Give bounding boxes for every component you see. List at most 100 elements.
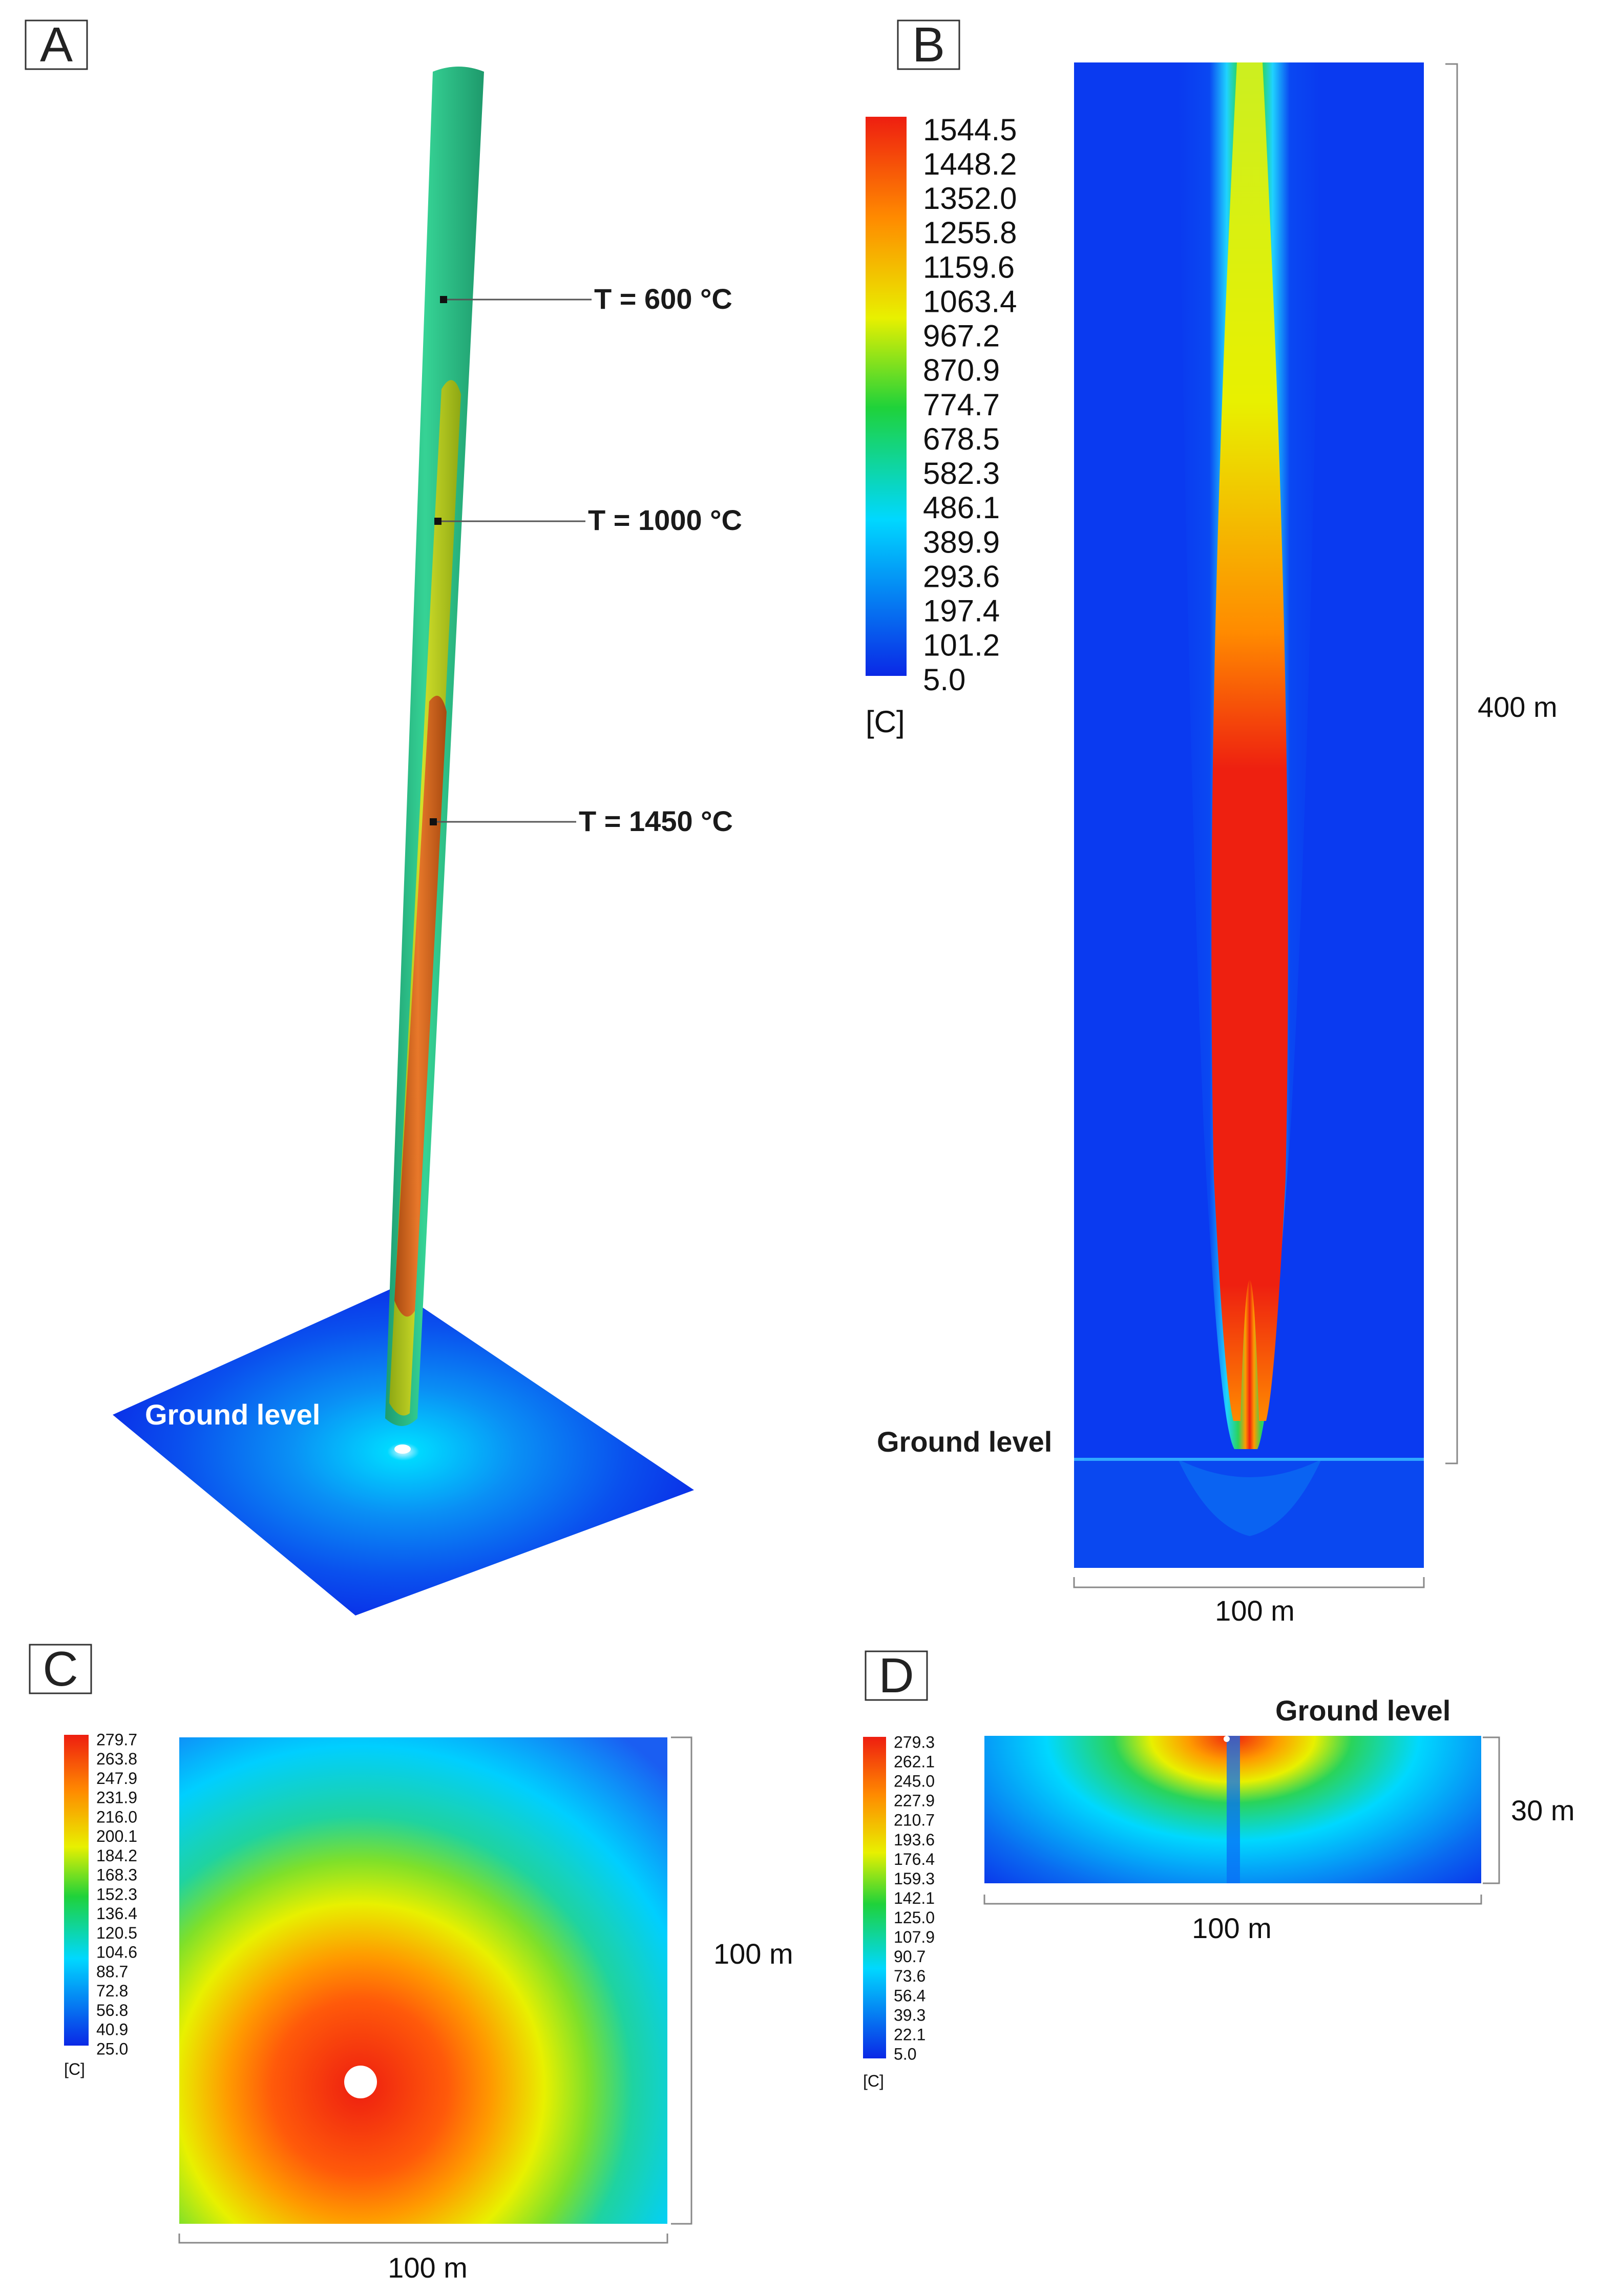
panel-c-map [179,1737,667,2224]
colorbar-tick-label: 582.3 [923,456,1000,491]
panel-a-isosurface-1450 [394,695,447,1317]
colorbar-tick-label: 774.7 [923,388,1000,422]
colorbar-tick-label: 152.3 [96,1885,137,1903]
colorbar-tick-label: 1255.8 [923,216,1017,250]
panel-b-width-bar [1073,1577,1425,1588]
panel-d-width-bar [983,1895,1482,1905]
panel-d-letter-box [865,1650,928,1701]
panel-d: D 279.3 262.1245.0227.9210.7193.6176.4159… [863,1648,1575,2090]
panel-a-marker-1000 [434,518,441,525]
panel-a-label-1000: T = 1000 °C [588,504,742,536]
panel-a-marker-600 [440,296,447,303]
colorbar-tick-label: 104.6 [96,1943,137,1962]
panel-a-label-1450: T = 1450 °C [579,805,733,837]
panel-a-vent [394,1444,411,1454]
colorbar-tick-label: 90.7 [894,1947,926,1966]
colorbar-tick-label: 56.8 [96,2001,128,2019]
panel-d-ground-label: Ground level [1275,1694,1450,1727]
colorbar-tick-label: 73.6 [894,1967,926,1985]
colorbar-tick-label: 1063.4 [923,284,1017,318]
panel-b-letter: B [912,17,945,72]
panel-a-label-600: T = 600 °C [594,283,732,315]
panel-c-vent [344,2066,377,2098]
colorbar-tick-label: 25.0 [96,2039,128,2058]
colorbar-tick-label: 279.7 [96,1730,137,1749]
panel-c-colorbar-unit: [C] [64,2060,85,2078]
colorbar-tick-label: 1448.2 [923,147,1017,181]
panel-d-width-label: 100 m [1192,1912,1272,1944]
panel-d-height-label: 30 m [1511,1794,1575,1826]
colorbar-tick-label: 247.9 [96,1769,137,1788]
colorbar-tick-label: 88.7 [96,1962,128,1981]
panel-c-colorbar-ticks: 279.7263.8247.9231.9216.0200.1184.2168.3… [96,1730,137,2058]
panel-a: A T = 600 °C T = 1000 °C T = 1450 °C Gro… [25,17,742,1615]
colorbar-tick-label: 245.0 [894,1772,935,1791]
colorbar-tick-label: 101.2 [923,628,1000,663]
colorbar-tick-label: 193.6 [894,1831,935,1849]
panel-d-vent [1224,1736,1230,1742]
panel-c: C 279.7263.8247.9231.9216.0200.1184.2168… [29,1642,793,2284]
panel-b-colorbar-ticks: 1544.51448.21352.01255.81159.61063.4967.… [923,113,1017,697]
panel-d-height-bar [1483,1736,1500,1884]
colorbar-tick-label: 1159.6 [923,250,1015,284]
panel-d-letter: D [878,1648,914,1703]
panel-c-height-bar [671,1736,692,2225]
panel-b-subsurface-plume [1178,1459,1321,1536]
colorbar-tick-label: 56.4 [894,1986,926,2005]
panel-b-ground-label: Ground level [877,1426,1052,1458]
panel-c-letter-box [29,1644,92,1694]
panel-b-colorbar [866,117,907,676]
colorbar-tick-label: 5.0 [894,2045,916,2063]
colorbar-tick-label: 967.2 [923,319,1000,353]
panel-a-ground-label: Ground level [145,1398,320,1431]
colorbar-tick-label: 40.9 [96,2021,128,2039]
colorbar-tick-label: 22.1 [894,2025,926,2044]
colorbar-tick-label: 125.0 [894,1908,935,1927]
colorbar-tick-label: 1352.0 [923,181,1017,216]
panel-b: B 1544.51448.21352.01255.81159.61063.496… [866,17,1558,1627]
panel-a-marker-1450 [430,818,437,825]
colorbar-tick-label: 263.8 [96,1750,137,1768]
colorbar-tick-label: 107.9 [894,1928,935,1946]
panel-d-colorbar-unit: [C] [863,2072,884,2090]
panel-b-width-label: 100 m [1215,1595,1295,1627]
panel-b-colorbar-unit: [C] [866,705,905,739]
colorbar-tick-label: 486.1 [923,491,1000,525]
panel-d-conduit [1227,1736,1240,1883]
colorbar-tick-label: 184.2 [96,1846,137,1865]
panel-c-colorbar [64,1735,89,2046]
panel-a-letter-box [25,19,88,70]
colorbar-tick-label: 142.1 [894,1889,935,1907]
colorbar-tick-label: 279.3 [894,1733,935,1751]
panel-a-letter: A [40,17,73,72]
panel-c-height-label: 100 m [713,1938,793,1970]
colorbar-tick-label: 159.3 [894,1869,935,1888]
panel-b-letter-box [897,19,960,70]
colorbar-tick-label: 210.7 [894,1811,935,1830]
colorbar-tick-label: 176.4 [894,1850,935,1868]
colorbar-tick-label: 72.8 [96,1982,128,2000]
panel-b-height-bar [1445,63,1458,1464]
colorbar-tick-label: 120.5 [96,1924,137,1942]
panel-c-width-bar [178,2234,668,2244]
colorbar-tick-label: 678.5 [923,422,1000,456]
colorbar-tick-label: 389.9 [923,525,1000,559]
panel-b-plume-core [1211,62,1288,1421]
colorbar-tick-label: 5.0 [923,663,965,697]
colorbar-tick-label: 200.1 [96,1827,137,1845]
panel-d-colorbar-ticks: 279.3 262.1245.0227.9210.7193.6176.4159.3… [894,1733,935,2063]
colorbar-tick-label: 197.4 [923,594,1000,628]
panel-c-letter: C [43,1642,78,1696]
colorbar-tick-label: 39.3 [894,2006,926,2024]
colorbar-tick-label: 231.9 [96,1789,137,1807]
colorbar-tick-label: 870.9 [923,353,1000,388]
panel-b-height-label: 400 m [1478,691,1558,723]
panel-d-colorbar [863,1737,886,2058]
colorbar-tick-label: 262.1 [894,1753,935,1771]
colorbar-tick-label: 216.0 [96,1808,137,1826]
colorbar-tick-label: 136.4 [96,1904,137,1923]
colorbar-tick-label: 227.9 [894,1792,935,1810]
colorbar-tick-label: 168.3 [96,1866,137,1884]
colorbar-tick-label: 1544.5 [923,113,1017,147]
